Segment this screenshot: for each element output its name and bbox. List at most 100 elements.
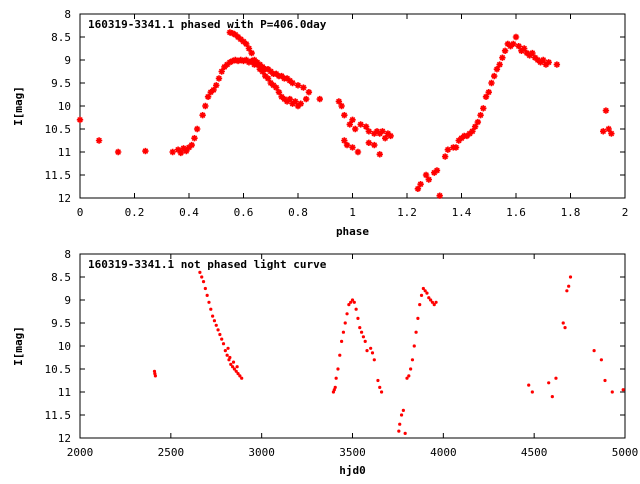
data-point xyxy=(202,102,209,110)
data-point xyxy=(275,89,283,96)
data-point xyxy=(273,70,280,77)
top-y-axis-label: I[mag] xyxy=(12,86,25,126)
data-point xyxy=(542,61,550,68)
top-x-tick-label: 0.2 xyxy=(125,206,145,219)
data-point xyxy=(518,47,525,54)
data-point xyxy=(493,66,501,73)
data-point xyxy=(427,296,431,300)
top-x-tick-label: 0.8 xyxy=(288,206,308,219)
data-point xyxy=(349,144,356,151)
data-point xyxy=(363,339,367,343)
data-point xyxy=(412,344,416,348)
data-point xyxy=(214,323,218,327)
bottom-x-tick-label: 2500 xyxy=(158,446,185,459)
data-point xyxy=(302,95,310,103)
data-point xyxy=(251,56,258,64)
bottom-x-tick-label: 2000 xyxy=(67,446,94,459)
top-x-tick-label: 1.6 xyxy=(506,206,526,219)
top-y-tick-label: 12 xyxy=(58,192,71,205)
data-point xyxy=(401,408,405,412)
data-point xyxy=(554,376,558,380)
data-point xyxy=(231,360,236,364)
data-point xyxy=(550,395,554,399)
top-y-tick-label: 8 xyxy=(64,8,71,21)
bottom-data-points xyxy=(152,270,625,435)
data-point xyxy=(316,95,323,103)
data-point xyxy=(352,300,356,304)
data-point xyxy=(433,167,441,174)
data-point xyxy=(534,56,541,64)
bottom-y-tick-label: 8 xyxy=(64,248,71,261)
data-point xyxy=(482,93,490,100)
data-point xyxy=(417,181,424,188)
data-point xyxy=(416,316,420,320)
data-point xyxy=(488,79,495,87)
data-point xyxy=(608,130,615,137)
data-point xyxy=(373,128,381,135)
data-point xyxy=(286,95,294,103)
data-point xyxy=(354,307,358,311)
top-x-tick-label: 0.4 xyxy=(179,206,199,219)
data-point xyxy=(603,378,607,383)
bottom-plot-title: 160319-3341.1 not phased light curve xyxy=(88,258,327,271)
data-point xyxy=(431,169,438,176)
data-point xyxy=(294,102,302,110)
data-point xyxy=(185,144,193,151)
top-y-tick-label: 8.5 xyxy=(51,31,71,44)
bottom-y-tick-label: 11 xyxy=(58,386,71,399)
data-point xyxy=(444,146,452,153)
data-point xyxy=(345,312,349,316)
data-point xyxy=(600,128,607,135)
bottom-y-tick-label: 10 xyxy=(58,340,71,353)
data-point xyxy=(216,328,220,332)
data-point xyxy=(382,135,389,142)
data-point xyxy=(452,144,460,151)
data-point xyxy=(512,33,520,41)
top-plot-title: 160319-3341.1 phased with P=406.0day xyxy=(88,18,327,31)
data-point xyxy=(229,362,233,366)
data-point xyxy=(226,346,230,350)
data-point xyxy=(231,365,235,369)
data-point xyxy=(474,118,482,126)
top-y-tick-label: 9 xyxy=(64,54,71,67)
data-point xyxy=(515,43,522,50)
data-point xyxy=(499,54,506,61)
data-point xyxy=(201,280,206,284)
data-point xyxy=(376,378,380,383)
data-point xyxy=(347,303,351,307)
data-point xyxy=(372,358,376,362)
data-point xyxy=(350,298,355,302)
data-point xyxy=(289,100,296,107)
data-point xyxy=(510,40,517,48)
data-point xyxy=(547,381,551,385)
data-point xyxy=(234,57,242,65)
data-point xyxy=(207,89,214,96)
data-point xyxy=(180,145,187,152)
data-point xyxy=(174,146,182,153)
data-point xyxy=(425,291,429,295)
data-point xyxy=(418,303,422,307)
bottom-plot-frame xyxy=(79,253,626,439)
data-point xyxy=(414,330,418,334)
data-point xyxy=(485,89,492,96)
data-point xyxy=(281,95,288,103)
top-plot-frame xyxy=(79,13,626,199)
data-point xyxy=(286,77,294,84)
data-point xyxy=(228,355,232,360)
data-point xyxy=(338,102,345,110)
data-point xyxy=(267,68,274,75)
bottom-y-tick-label: 11.5 xyxy=(45,409,72,422)
data-point xyxy=(177,149,185,157)
data-point xyxy=(469,128,476,135)
data-point xyxy=(232,56,239,64)
data-point xyxy=(253,61,261,68)
data-point xyxy=(610,390,614,394)
top-x-tick-label: 0.6 xyxy=(234,206,254,219)
data-point xyxy=(376,151,383,158)
data-point xyxy=(540,56,547,64)
data-point xyxy=(229,30,236,37)
data-point xyxy=(114,148,122,156)
data-point xyxy=(245,45,253,52)
data-point xyxy=(188,141,195,149)
